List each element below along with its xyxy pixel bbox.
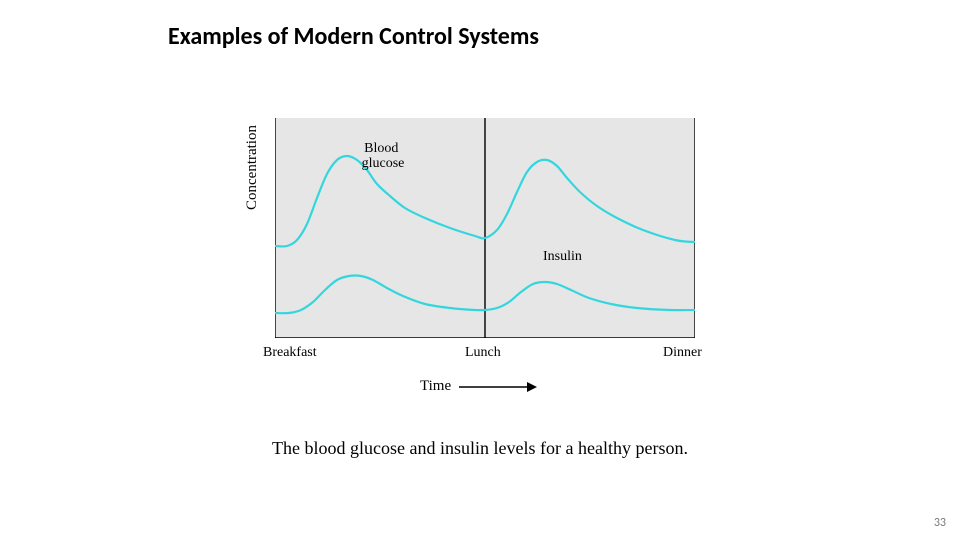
time-text: Time xyxy=(420,378,451,395)
y-axis-label: Concentration xyxy=(244,125,261,210)
time-axis-label: Time xyxy=(420,378,550,395)
x-label-dinner: Dinner xyxy=(663,345,702,361)
x-label-lunch: Lunch xyxy=(465,345,501,361)
glucose-label: Blood glucose xyxy=(362,141,405,171)
slide-title: Examples of Modern Control Systems xyxy=(168,22,539,51)
insulin-label: Insulin xyxy=(543,249,582,264)
chart-svg: Blood glucose Insulin xyxy=(275,118,695,338)
chart-area: Blood glucose Insulin xyxy=(275,118,695,356)
page-number: 33 xyxy=(934,516,946,530)
x-label-breakfast: Breakfast xyxy=(263,345,317,361)
time-arrow-icon xyxy=(459,380,537,394)
figure-caption: The blood glucose and insulin levels for… xyxy=(0,438,960,459)
